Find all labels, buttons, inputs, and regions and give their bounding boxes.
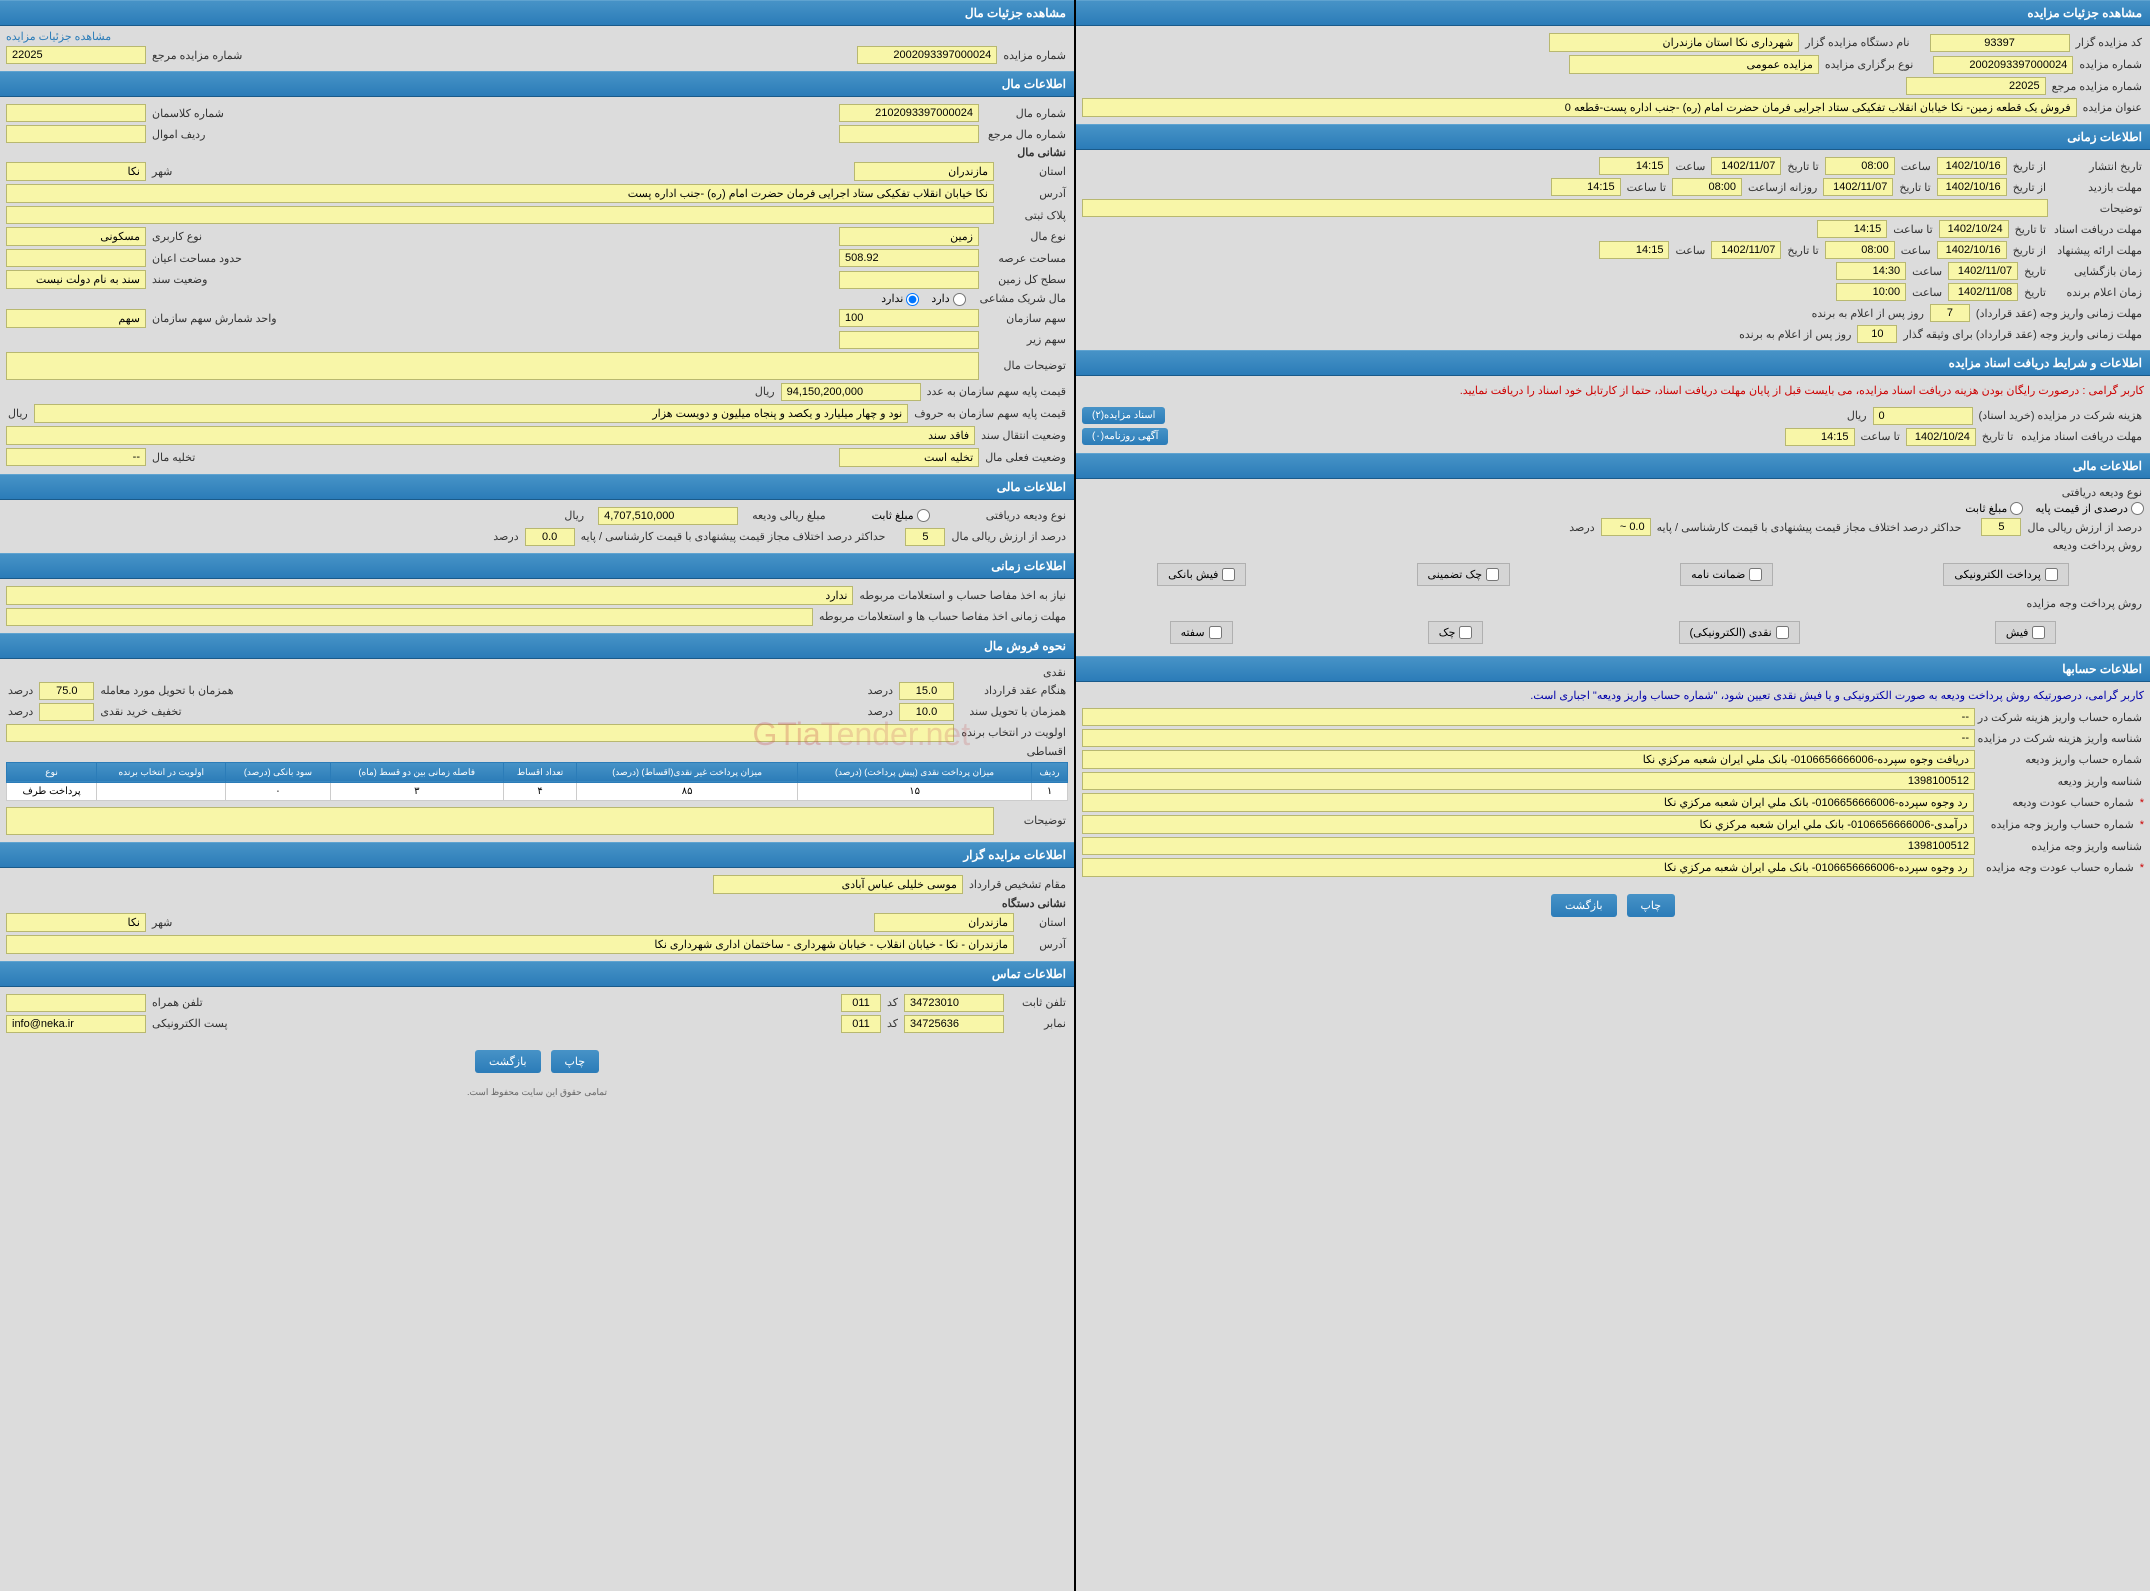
header-sale: نحوه فروش مال bbox=[0, 633, 1074, 659]
chk-ap1[interactable]: فیش bbox=[1995, 621, 2057, 644]
footer-text: تمامی حقوق این سایت محفوظ است. bbox=[0, 1083, 1074, 1102]
header-financial-l: اطلاعات مالی bbox=[0, 474, 1074, 500]
label-opening: زمان بازگشایی bbox=[2052, 265, 2144, 278]
header-time-l: اطلاعات زمانی bbox=[0, 553, 1074, 579]
chk-ap2[interactable]: نقدی (الکترونیکی) bbox=[1679, 621, 1800, 644]
field-auction-num: 2002093397000024 bbox=[1933, 56, 2073, 74]
label-desc: توضیحات bbox=[2052, 202, 2144, 215]
label-auction-code: کد مزایده گزار bbox=[2074, 36, 2144, 49]
radio-fixed[interactable]: مبلغ ثابت bbox=[1965, 502, 2023, 516]
radio-fixed-l[interactable]: مبلغ ثابت bbox=[872, 509, 930, 523]
field-title: فروش یک قطعه زمین- نکا خیابان انقلاب تفک… bbox=[1082, 98, 2077, 117]
label-auction-type: نوع برگزاری مزایده bbox=[1823, 58, 1915, 71]
btn-print-l[interactable]: چاپ bbox=[551, 1050, 600, 1073]
btn-back-r[interactable]: بازگشت bbox=[1551, 894, 1617, 917]
radio-base-pct[interactable]: درصدی از قیمت پایه bbox=[2035, 502, 2144, 516]
accounts-notice: کاربر گرامی، درصورتیکه روش پرداخت ودیعه … bbox=[1082, 686, 2144, 705]
radio-has[interactable]: دارد bbox=[931, 292, 965, 306]
doc-warning: کاربر گرامی : درصورت رایگان بودن هزینه د… bbox=[1082, 380, 2144, 404]
field-agency: شهرداری نکا استان مازندران bbox=[1549, 33, 1799, 52]
header-accounts: اطلاعات حسابها bbox=[1076, 656, 2150, 682]
chk-electronic[interactable]: پرداخت الکترونیکی bbox=[1943, 563, 2069, 586]
label-winner: زمان اعلام برنده bbox=[2052, 286, 2144, 299]
header-auctioneer: اطلاعات مزایده گزار bbox=[0, 842, 1074, 868]
chk-ap3[interactable]: چک bbox=[1428, 621, 1484, 644]
btn-back-l[interactable]: بازگشت bbox=[475, 1050, 541, 1073]
right-panel: مشاهده جزئیات مزایده کد مزایده گزار 9339… bbox=[1076, 0, 2150, 1591]
installment-table: ردیف میزان پرداخت نقدی (پیش پرداخت) (درص… bbox=[6, 762, 1068, 801]
header-financial-r: اطلاعات مالی bbox=[1076, 453, 2150, 479]
label-offer: مهلت ارائه پیشنهاد bbox=[2052, 244, 2144, 257]
chk-ap4[interactable]: سفته bbox=[1170, 621, 1233, 644]
header-prop-info: اطلاعات مال bbox=[0, 71, 1074, 97]
header-property: مشاهده جزئیات مال bbox=[0, 0, 1074, 26]
header-time: اطلاعات زمانی bbox=[1076, 124, 2150, 150]
chk-check[interactable]: چک تضمینی bbox=[1417, 563, 1510, 586]
radio-hasnot[interactable]: ندارد bbox=[881, 292, 919, 306]
table-row: ۱ ۱۵ ۸۵ ۴ ۳ ۰ پرداخت طرف bbox=[7, 782, 1068, 800]
header-auction-details: مشاهده جزئیات مزایده bbox=[1076, 0, 2150, 26]
chk-guarantee[interactable]: ضمانت نامه bbox=[1680, 563, 1773, 586]
label-doc-deadline: مهلت دریافت اسناد bbox=[2052, 223, 2144, 236]
link-auction-details[interactable]: مشاهده جزئیات مزایده bbox=[6, 31, 111, 43]
label-visit: مهلت بازدید bbox=[2052, 181, 2144, 194]
field-ref: 22025 bbox=[1906, 77, 2046, 95]
left-panel: مشاهده جزئیات مال مشاهده جزئیات مزایده ش… bbox=[0, 0, 1074, 1591]
label-ref: شماره مزایده مرجع bbox=[2050, 80, 2144, 93]
header-contact: اطلاعات تماس bbox=[0, 961, 1074, 987]
label-auction-num: شماره مزایده bbox=[2077, 58, 2144, 71]
label-publish: تاریخ انتشار bbox=[2052, 160, 2144, 173]
header-doc-terms: اطلاعات و شرایط دریافت اسناد مزایده bbox=[1076, 350, 2150, 376]
btn-auction-docs[interactable]: اسناد مزایده(۲) bbox=[1082, 407, 1165, 424]
btn-print-r[interactable]: چاپ bbox=[1627, 894, 1676, 917]
field-auction-code: 93397 bbox=[1930, 34, 2070, 52]
label-title: عنوان مزایده bbox=[2081, 101, 2144, 114]
chk-slip[interactable]: فیش بانکی bbox=[1157, 563, 1246, 586]
label-agency: نام دستگاه مزایده گزار bbox=[1803, 36, 1911, 49]
field-auction-type: مزایده عمومی bbox=[1569, 55, 1819, 74]
btn-newspaper[interactable]: آگهی روزنامه(۰) bbox=[1082, 428, 1168, 445]
